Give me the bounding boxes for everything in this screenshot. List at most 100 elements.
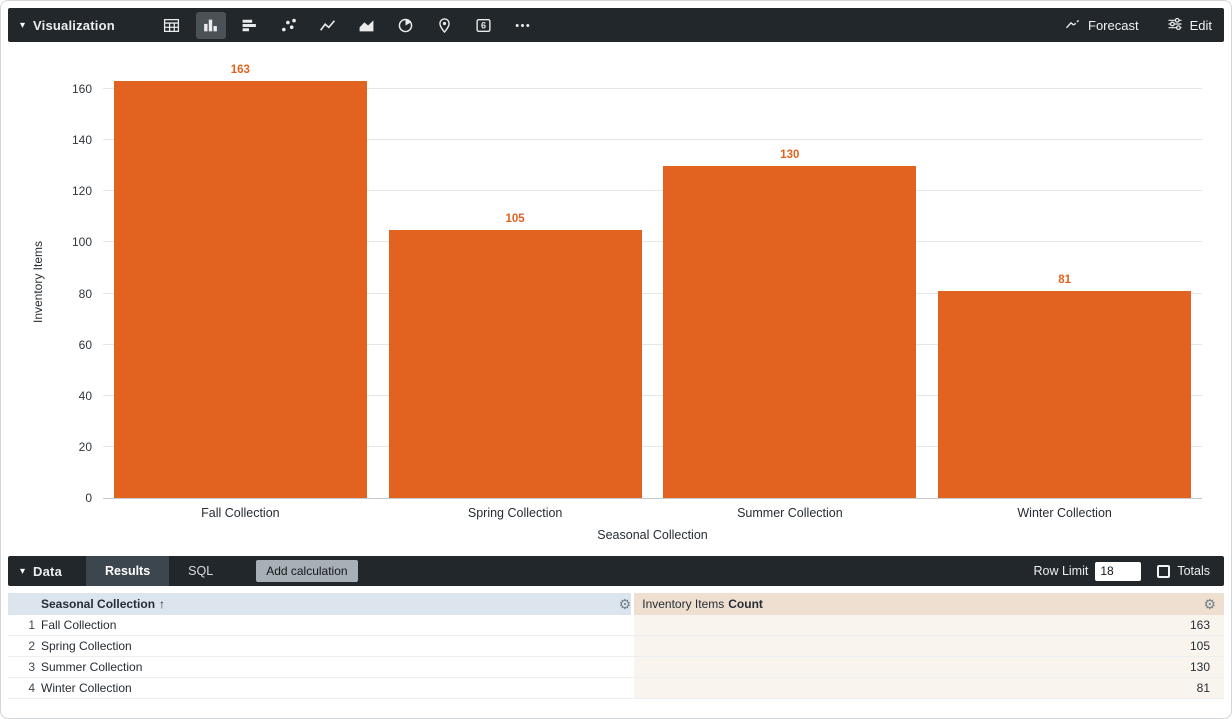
measure-view-label: Inventory Items <box>642 597 725 611</box>
dimension-column-header[interactable]: Seasonal Collection ↑ ⚙ <box>8 593 632 615</box>
single-value-viz-icon[interactable]: 6 <box>469 12 499 39</box>
viz-type-switcher: 6 <box>157 11 538 39</box>
row-number: 1 <box>28 618 35 632</box>
data-title: Data <box>33 563 63 579</box>
chart-plot-area: 0 20 40 60 80 100 120 140 160 163 105 130 81 <box>72 64 1202 505</box>
edit-settings-icon <box>1167 16 1183 35</box>
x-tick-label: Summer Collection <box>737 506 843 520</box>
bar-chart: Inventory Items 0 20 40 60 80 100 120 140 160 163… <box>8 42 1224 548</box>
dimension-cell[interactable]: 4 Winter Collection <box>8 678 631 698</box>
y-tick-label: 80 <box>78 286 92 301</box>
dimension-cell[interactable]: 1 Fall Collection <box>8 615 631 635</box>
x-tick-label: Fall Collection <box>201 506 280 520</box>
chart-bar[interactable]: 81 <box>938 274 1191 498</box>
totals-label: Totals <box>1177 564 1210 578</box>
edit-button[interactable]: Edit <box>1167 16 1212 35</box>
line-chart-viz-icon[interactable] <box>313 12 343 39</box>
measure-header-label: Count <box>728 597 763 611</box>
y-tick-label: 140 <box>71 133 92 148</box>
measure-value: 81 <box>1196 681 1210 695</box>
data-bar: ▾ Data Results SQL Add calculation Row Li… <box>8 556 1224 586</box>
table-row: 4 Winter Collection 81 <box>8 678 1224 699</box>
more-viz-icon[interactable] <box>508 12 538 39</box>
x-axis-tick-labels: Fall Collection Spring Collection Summer C… <box>103 506 1202 520</box>
table-body: 1 Fall Collection 163 2 Spring Collection 105… <box>8 615 1224 699</box>
bar-series: 163 105 130 81 <box>103 64 1202 498</box>
table-row: 2 Spring Collection 105 <box>8 636 1224 657</box>
row-number: 2 <box>28 639 35 653</box>
data-bar-right: Row Limit Totals <box>1033 561 1210 581</box>
measure-column-header[interactable]: Inventory Items Count ⚙ <box>634 593 1224 615</box>
bar-value-label: 81 <box>1058 273 1072 286</box>
gridline <box>103 190 1202 192</box>
tab-sql[interactable]: SQL <box>169 556 232 586</box>
table-header-row: Seasonal Collection ↑ ⚙ Inventory Items … <box>8 593 1224 615</box>
bar-slot: 163 <box>103 64 378 498</box>
y-tick-label: 60 <box>78 337 92 352</box>
x-axis-title: Seasonal Collection <box>597 528 708 542</box>
scatter-viz-icon[interactable] <box>274 12 304 39</box>
row-limit-input[interactable] <box>1095 561 1142 581</box>
area-chart-viz-icon[interactable] <box>352 12 382 39</box>
bar-slot: 130 <box>653 66 928 498</box>
add-calculation-button[interactable]: Add calculation <box>256 560 358 582</box>
totals-checkbox[interactable] <box>1157 564 1171 578</box>
y-tick-label: 120 <box>71 184 92 199</box>
visualization-title: Visualization <box>33 17 115 33</box>
bar-slot: 81 <box>927 66 1202 498</box>
visualization-bar: ▾ Visualization 6 Forecast Edit <box>8 8 1224 42</box>
dimension-header-label: Seasonal Collection <box>41 597 156 611</box>
measure-cell[interactable]: 105 <box>634 636 1224 656</box>
visualization-collapse-caret-icon[interactable]: ▾ <box>20 19 26 31</box>
y-axis-title: Inventory Items <box>31 240 45 324</box>
column-chart-viz-icon[interactable] <box>195 11 226 39</box>
y-tick-label: 100 <box>71 235 92 250</box>
data-tabs: Results SQL <box>86 556 232 586</box>
chart-bar[interactable]: 105 <box>388 213 642 498</box>
forecast-button[interactable]: Forecast <box>1065 16 1139 35</box>
row-limit-label: Row Limit <box>1033 564 1089 578</box>
measure-cell[interactable]: 81 <box>634 678 1224 698</box>
x-tick-label: Winter Collection <box>1017 506 1112 520</box>
data-collapse-caret-icon[interactable]: ▾ <box>20 565 26 577</box>
dimension-cell[interactable]: 2 Spring Collection <box>8 636 631 656</box>
dimension-value: Winter Collection <box>41 681 132 695</box>
gridline <box>103 343 1202 345</box>
tab-results[interactable]: Results <box>86 556 170 586</box>
bar-value-label: 130 <box>780 148 800 161</box>
dimension-cell[interactable]: 3 Summer Collection <box>8 657 631 677</box>
sort-ascending-icon: ↑ <box>159 597 166 611</box>
dimension-value: Spring Collection <box>41 639 132 653</box>
measure-cell[interactable]: 163 <box>634 615 1224 635</box>
gridline <box>103 139 1202 141</box>
gridline <box>103 445 1202 447</box>
bar-value-label: 163 <box>230 64 250 77</box>
table-row: 3 Summer Collection 130 <box>8 657 1224 678</box>
map-viz-icon[interactable] <box>430 12 460 39</box>
chart-bar[interactable]: 130 <box>663 149 917 498</box>
measure-column-gear-icon[interactable]: ⚙ <box>1203 596 1216 612</box>
table-viz-icon[interactable] <box>157 12 187 39</box>
forecast-label: Forecast <box>1088 17 1139 33</box>
bar-value-label: 105 <box>505 212 525 225</box>
y-tick-label: 20 <box>78 439 92 454</box>
measure-value: 163 <box>1189 618 1210 632</box>
svg-text:6: 6 <box>481 20 486 30</box>
measure-cell[interactable]: 130 <box>634 657 1224 677</box>
row-number: 4 <box>28 681 35 695</box>
gridline <box>103 241 1202 243</box>
gridline <box>103 88 1202 90</box>
y-tick-label: 160 <box>71 82 92 97</box>
dimension-value: Summer Collection <box>41 660 143 674</box>
viz-actions: Forecast Edit <box>1065 16 1212 35</box>
measure-value: 130 <box>1189 660 1210 674</box>
pie-chart-viz-icon[interactable] <box>391 12 421 39</box>
gridline <box>103 394 1202 396</box>
dimension-column-gear-icon[interactable]: ⚙ <box>618 596 632 612</box>
bar-slot: 105 <box>378 66 653 498</box>
chart-bar[interactable]: 163 <box>113 64 367 498</box>
edit-label: Edit <box>1189 17 1212 33</box>
bar-chart-viz-icon[interactable] <box>235 12 265 39</box>
x-tick-label: Spring Collection <box>467 506 563 520</box>
dimension-value: Fall Collection <box>41 618 117 632</box>
